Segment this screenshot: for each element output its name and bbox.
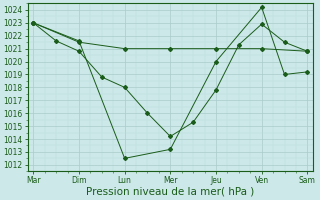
- X-axis label: Pression niveau de la mer( hPa ): Pression niveau de la mer( hPa ): [86, 187, 254, 197]
